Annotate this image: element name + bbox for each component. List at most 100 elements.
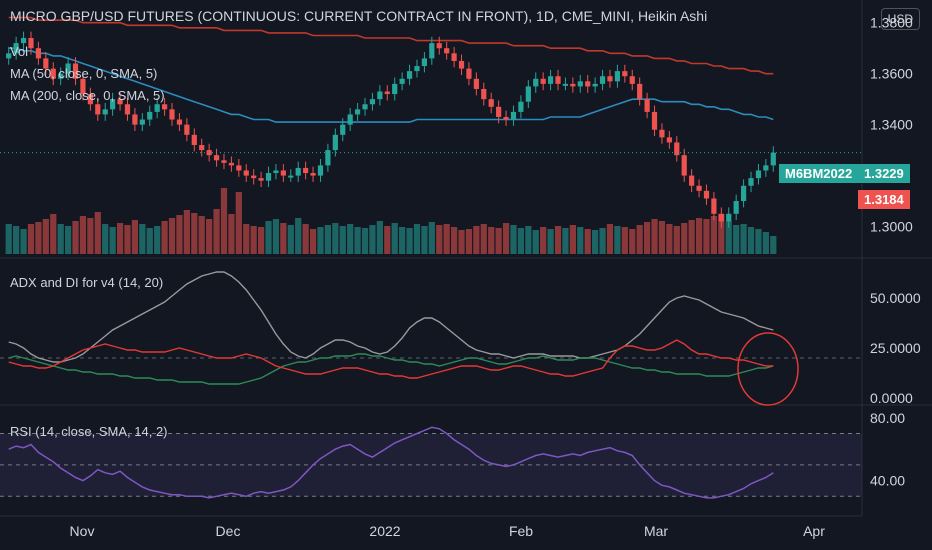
candle-body [213, 155, 220, 161]
candle-body [303, 167, 309, 174]
legend-adx[interactable]: ADX and DI for v4 (14, 20) [10, 275, 164, 290]
rsi-band-fill [0, 433, 862, 497]
candle-body [607, 76, 613, 82]
volume-bar [206, 219, 213, 254]
volume-bar [139, 224, 146, 254]
candle-body [436, 43, 442, 49]
candle-body [614, 71, 621, 82]
adx-line [8, 271, 774, 363]
candle-body [221, 160, 227, 163]
volume-bar [688, 220, 695, 254]
legend-ma50[interactable]: MA (50, close, 0, SMA, 5) [10, 66, 158, 81]
volume-bar [272, 219, 280, 254]
candle-body [154, 104, 160, 112]
candle-body [369, 99, 376, 105]
volume-bar [592, 230, 599, 254]
volume-bar [621, 227, 628, 254]
adx-pane[interactable] [0, 271, 862, 385]
volume-bar [109, 227, 116, 254]
candle-body [362, 104, 368, 110]
volume-bar [198, 216, 205, 254]
candle-body [199, 145, 205, 151]
candle-body [711, 198, 717, 214]
volume-bar [57, 224, 64, 254]
candle-body [444, 48, 450, 54]
volume-bar [339, 226, 346, 254]
rsi-pane[interactable] [0, 426, 862, 499]
volume-bar [465, 229, 473, 254]
volume-bar [725, 221, 732, 254]
volume-bar [228, 214, 235, 254]
legend-rsi[interactable]: RSI (14, close, SMA, 14, 2) [10, 424, 168, 439]
volume-bar [436, 225, 443, 254]
volume-bar [658, 221, 666, 254]
rsi-line [8, 426, 774, 499]
legend-volume[interactable]: Vol [10, 44, 29, 59]
time-tick-label: Apr [803, 523, 825, 539]
volume-bar [250, 226, 257, 254]
volume-bar [406, 228, 413, 254]
candle-body [176, 119, 183, 125]
price-pane[interactable] [0, 16, 862, 254]
volume-bar [302, 224, 309, 254]
candle-body [325, 150, 331, 166]
candle-body [251, 175, 257, 179]
candle-body [503, 116, 509, 120]
volume-bar [599, 228, 606, 254]
rsi-tick-label: 80.00 [870, 410, 905, 426]
candle-body [651, 111, 658, 130]
candle-body [518, 101, 524, 112]
volume-bar [168, 218, 176, 254]
candle-body [340, 124, 346, 135]
volume-bar [5, 224, 12, 254]
candle-body [540, 78, 546, 84]
volume-bar [154, 226, 161, 254]
volume-bar [428, 222, 435, 254]
candle-body [161, 104, 168, 110]
candle-body [65, 63, 71, 74]
volume-bar [673, 226, 680, 254]
candle-body [592, 83, 598, 87]
volume-bar [525, 226, 532, 254]
adx-tick-label: 50.0000 [870, 290, 921, 306]
candle-body [13, 43, 19, 54]
price-tick-label: 1.3000 [870, 219, 913, 235]
volume-bar [94, 212, 101, 254]
highlight-circle [737, 332, 799, 406]
candle-body [555, 76, 561, 84]
volume-bar [35, 222, 42, 254]
volume-bar [651, 219, 658, 254]
volume-bar [747, 227, 755, 254]
candle-body [577, 81, 583, 87]
candle-body [384, 91, 390, 95]
ma-price-tag: 1.3184 [858, 190, 910, 209]
candle-body [236, 165, 242, 171]
volume-bar [287, 225, 294, 254]
candle-body [354, 109, 361, 115]
candle-body [124, 104, 131, 115]
volume-bar [124, 225, 131, 254]
volume-bar [50, 214, 57, 254]
volume-bar [243, 224, 250, 254]
candle-body [726, 213, 732, 222]
legend-ma200[interactable]: MA (200, close, 0, SMA, 5) [10, 88, 165, 103]
volume-bar [577, 227, 584, 254]
volume-bar [540, 227, 547, 254]
currency-unit-button[interactable]: USD [880, 8, 920, 30]
candle-body [414, 66, 420, 72]
ma200-line [8, 16, 774, 75]
candle-body [496, 106, 502, 117]
time-tick-label: Mar [644, 523, 668, 539]
volume-bar [324, 225, 332, 254]
candle-body [80, 78, 86, 95]
volume-bar [710, 216, 718, 254]
candle-body [273, 170, 279, 174]
candle-body [117, 99, 123, 105]
volume-bar [450, 227, 458, 254]
volume-bar [42, 219, 49, 254]
volume-bar [280, 223, 287, 254]
volume-bar [102, 224, 109, 254]
volume-bar [161, 221, 168, 254]
candle-body [280, 170, 286, 176]
